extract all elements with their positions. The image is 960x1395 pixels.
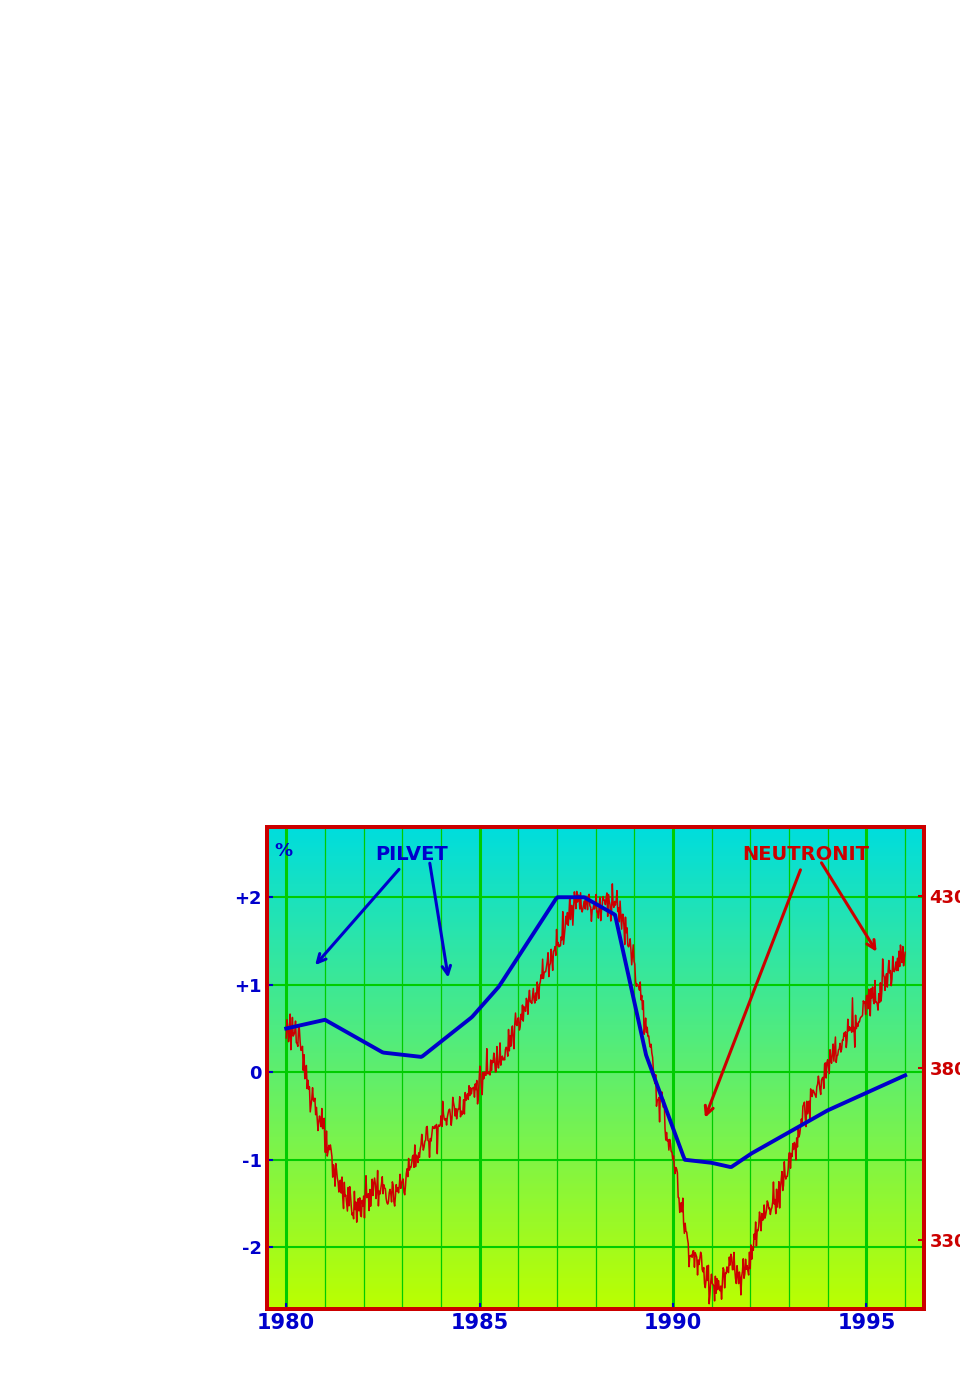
Text: %: % (275, 841, 293, 859)
Text: PILVET: PILVET (318, 845, 448, 963)
Text: NEUTRONIT: NEUTRONIT (706, 845, 870, 1115)
